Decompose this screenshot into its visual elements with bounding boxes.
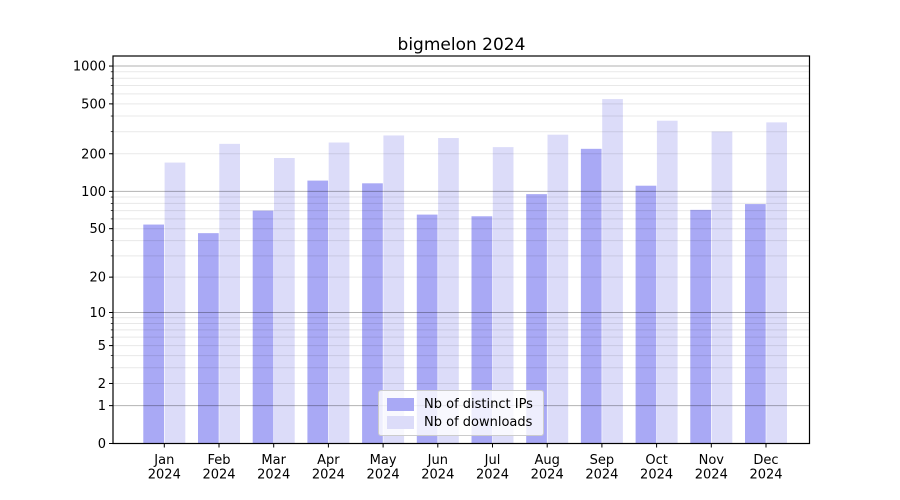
y-tick-label: 0 bbox=[98, 437, 106, 452]
x-tick-label-month: Sep bbox=[590, 453, 615, 468]
x-tick-label-month: Apr bbox=[317, 453, 340, 468]
y-tick-label: 2 bbox=[98, 377, 106, 392]
bar-distinct-ips-Feb bbox=[198, 233, 219, 444]
legend-swatch-downloads bbox=[387, 415, 414, 429]
bar-downloads-Apr bbox=[328, 142, 350, 444]
legend-item-downloads: Nb of downloads bbox=[387, 414, 535, 431]
x-tick-label-year: 2024 bbox=[421, 468, 454, 483]
x-tick-label-month: Jan bbox=[153, 453, 174, 468]
y-tick-label: 10 bbox=[89, 306, 106, 321]
x-tick-label-month: Jun bbox=[427, 453, 448, 468]
x-tick-label-year: 2024 bbox=[695, 468, 728, 483]
bar-downloads-Jul bbox=[492, 147, 514, 444]
x-tick-label-year: 2024 bbox=[202, 468, 235, 483]
y-tick-label: 5 bbox=[98, 339, 106, 354]
bar-distinct-ips-Dec bbox=[745, 204, 766, 444]
bar-distinct-ips-Mar bbox=[252, 210, 274, 444]
y-tick-label: 1000 bbox=[73, 60, 106, 75]
bar-downloads-Nov bbox=[711, 131, 733, 444]
x-tick-label-year: 2024 bbox=[585, 468, 618, 483]
bar-downloads-Mar bbox=[274, 157, 295, 444]
bar-distinct-ips-Aug bbox=[526, 194, 547, 444]
x-tick-label-month: Dec bbox=[753, 453, 778, 468]
x-tick-label-year: 2024 bbox=[640, 468, 673, 483]
x-tick-label-month: Jul bbox=[484, 453, 501, 468]
x-tick-label-month: Nov bbox=[699, 453, 725, 468]
legend-label-distinct-ips: Nb of distinct IPs bbox=[424, 396, 533, 412]
y-tick-label: 200 bbox=[81, 147, 106, 162]
bar-distinct-ips-May bbox=[362, 183, 383, 444]
bar-distinct-ips-Oct bbox=[635, 185, 657, 444]
x-tick-label-month: Mar bbox=[261, 453, 286, 468]
x-tick-label-year: 2024 bbox=[257, 468, 290, 483]
plot-border bbox=[112, 55, 811, 445]
x-tick-label-year: 2024 bbox=[148, 468, 181, 483]
y-tick-label: 50 bbox=[89, 222, 106, 237]
bar-downloads-Feb bbox=[219, 143, 240, 444]
legend: Nb of distinct IPs Nb of downloads bbox=[378, 390, 544, 436]
x-tick-label-month: Oct bbox=[645, 453, 667, 468]
bar-distinct-ips-Apr bbox=[307, 180, 329, 444]
bar-downloads-Aug bbox=[547, 134, 569, 444]
y-tick-label: 100 bbox=[81, 185, 106, 200]
bar-downloads-Sep bbox=[602, 99, 623, 444]
legend-item-distinct-ips: Nb of distinct IPs bbox=[387, 396, 535, 413]
bar-downloads-Dec bbox=[766, 122, 787, 444]
y-tick-label: 500 bbox=[81, 97, 106, 112]
bar-distinct-ips-Jan bbox=[143, 224, 164, 444]
y-tick-label: 20 bbox=[89, 271, 106, 286]
x-tick-label-year: 2024 bbox=[312, 468, 345, 483]
x-tick-label-year: 2024 bbox=[531, 468, 564, 483]
legend-label-downloads: Nb of downloads bbox=[424, 414, 533, 430]
bar-distinct-ips-Nov bbox=[690, 209, 711, 444]
bar-downloads-Oct bbox=[656, 120, 678, 444]
bar-distinct-ips-Sep bbox=[580, 148, 602, 444]
x-tick-label-year: 2024 bbox=[749, 468, 782, 483]
bar-downloads-Jun bbox=[438, 138, 459, 444]
x-tick-label-year: 2024 bbox=[476, 468, 509, 483]
chart-title: bigmelon 2024 bbox=[397, 35, 526, 55]
x-tick-label-month: Aug bbox=[535, 453, 560, 468]
bar-downloads-Jan bbox=[164, 162, 186, 444]
x-tick-label-month: Feb bbox=[207, 453, 230, 468]
x-tick-label-year: 2024 bbox=[367, 468, 400, 483]
bar-distinct-ips-Jun bbox=[416, 214, 438, 444]
bar-downloads-May bbox=[383, 135, 405, 444]
x-tick-label-month: May bbox=[370, 453, 397, 468]
bar-distinct-ips-Jul bbox=[471, 216, 493, 444]
legend-swatch-distinct-ips bbox=[387, 397, 414, 411]
y-tick-label: 1 bbox=[98, 399, 106, 414]
